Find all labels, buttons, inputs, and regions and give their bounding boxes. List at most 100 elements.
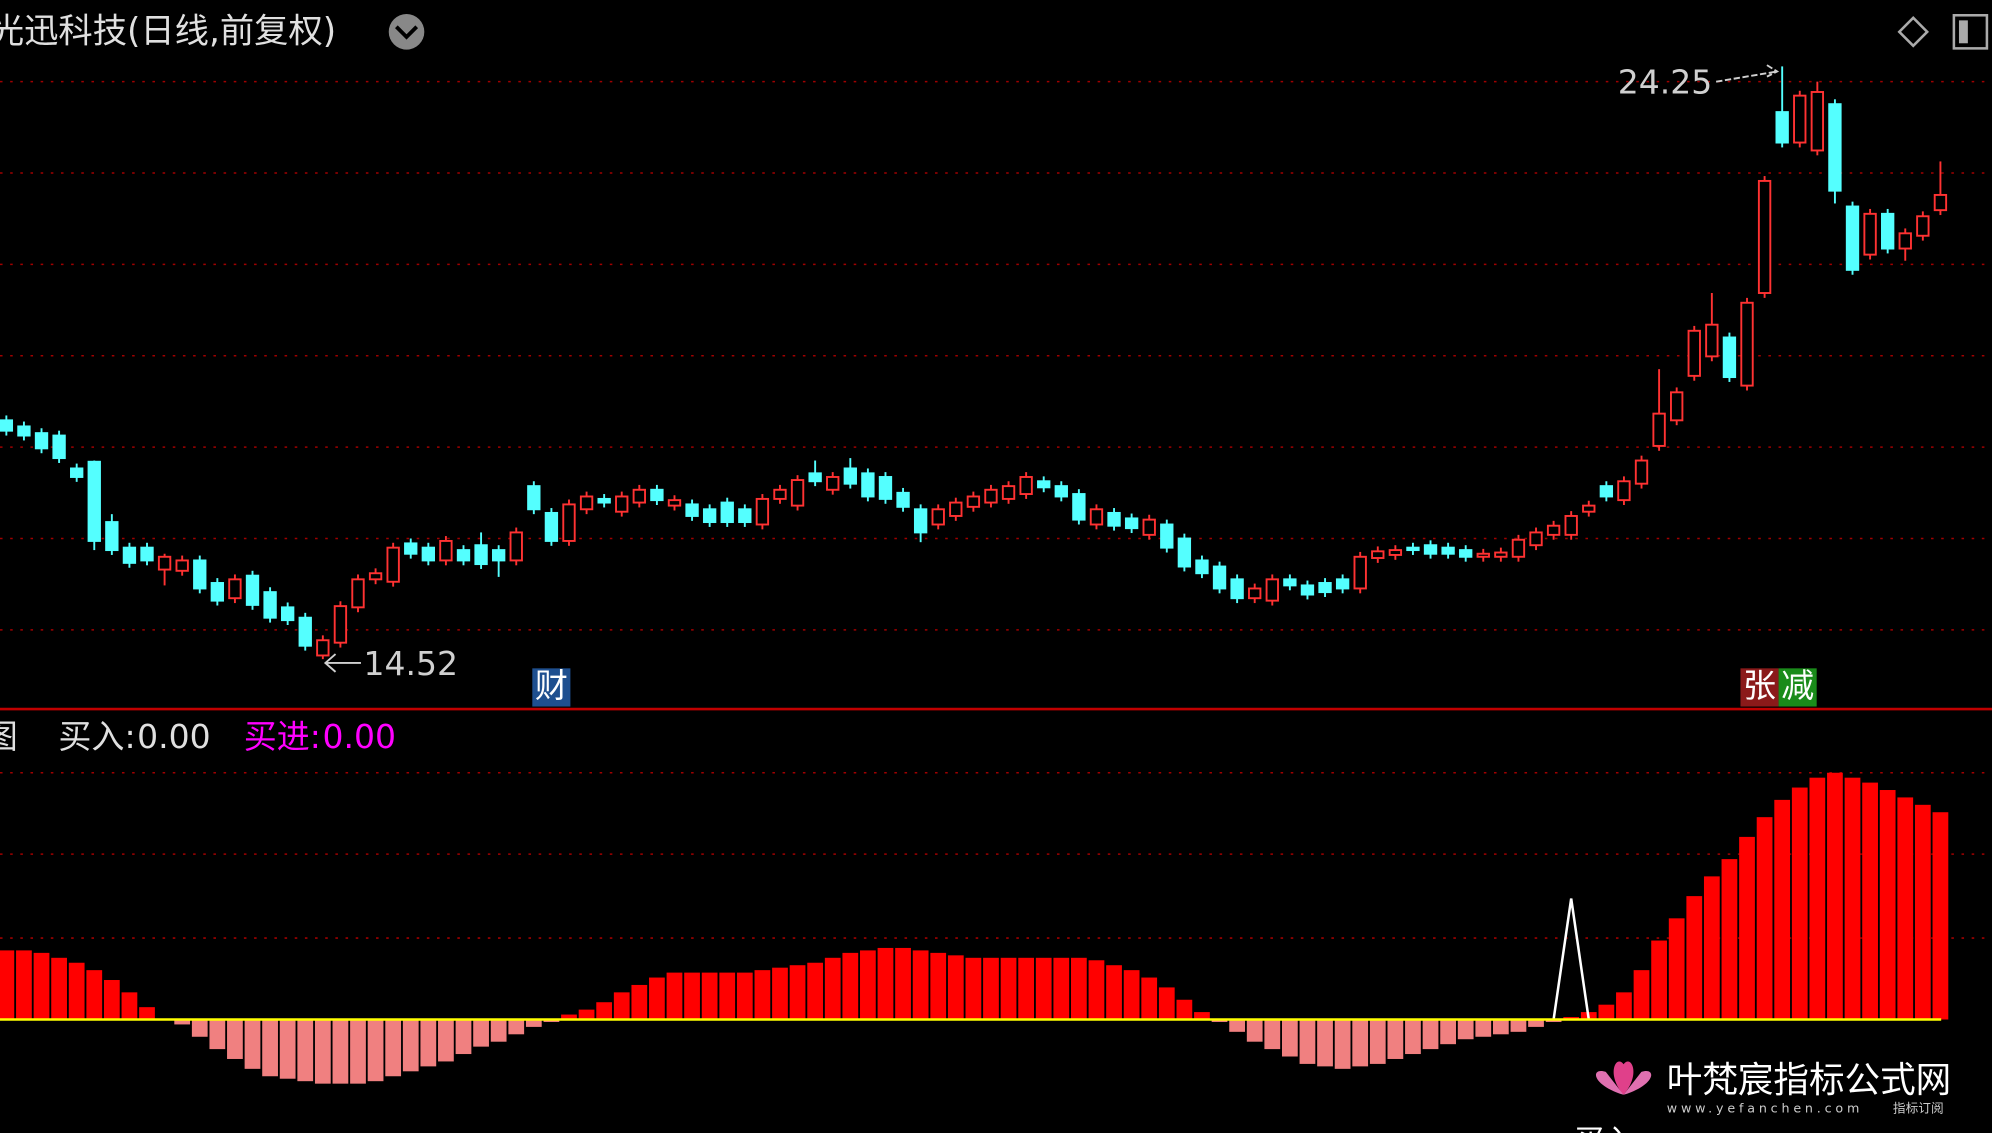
candle-body [1740, 301, 1754, 387]
histogram-bar [1651, 940, 1667, 1020]
histogram-bar [1827, 772, 1843, 1020]
histogram-bar [1791, 787, 1808, 1020]
histogram-bar [103, 980, 120, 1020]
histogram-bar [772, 967, 788, 1020]
histogram-bar [1053, 957, 1070, 1020]
candle-body [368, 572, 383, 581]
histogram-bar [191, 1019, 208, 1037]
histogram-bar [51, 957, 67, 1020]
low-annotation: 14.52 [363, 644, 458, 683]
candle-body [597, 497, 611, 504]
histogram-bar [121, 992, 138, 1020]
candle-body [1670, 391, 1684, 422]
histogram-bar [297, 1019, 314, 1082]
high-arrow [1715, 64, 1780, 83]
candle-body [1142, 518, 1156, 536]
candle-body [193, 559, 207, 590]
histogram-bar [525, 1019, 542, 1027]
candle-body [157, 555, 172, 571]
histogram-bar [367, 1019, 384, 1082]
legend-name: 买进 [244, 717, 310, 756]
candle-body [1634, 459, 1649, 485]
candle-body [1722, 336, 1737, 379]
window-icon[interactable] [1952, 14, 1989, 50]
candle-body [667, 499, 682, 507]
candle-body [650, 488, 664, 502]
candle-body [562, 503, 576, 542]
candle-body [439, 539, 453, 562]
histogram-bar [0, 950, 15, 1020]
histogram-bar [350, 1019, 366, 1084]
candle-body [808, 472, 822, 483]
histogram-bar [895, 947, 911, 1020]
candle-body [1089, 508, 1104, 526]
histogram-bar [701, 972, 718, 1020]
candle-body [790, 479, 805, 507]
candle-body [1845, 205, 1860, 271]
histogram-bar [1475, 1019, 1492, 1037]
candle-body [1371, 550, 1385, 559]
watermark-title: 叶梵宸指标公式网 [1667, 1060, 1951, 1101]
histogram-bar [279, 1019, 296, 1079]
candle-body [404, 542, 418, 555]
histogram-bar [420, 1019, 437, 1067]
histogram-bar [649, 977, 665, 1020]
histogram-bar [736, 972, 753, 1020]
candle-body [896, 491, 910, 508]
histogram-bar [1387, 1019, 1404, 1059]
candle-body [878, 476, 893, 500]
histogram-bar [1334, 1019, 1351, 1069]
histogram-bar [1668, 918, 1685, 1020]
candle-body [861, 472, 875, 498]
histogram-bar [385, 1019, 402, 1077]
histogram-bar [1088, 960, 1105, 1020]
candle-body [579, 495, 594, 511]
histogram-bar [1352, 1019, 1369, 1067]
signal-line [1552, 898, 1591, 1020]
histogram-bar [789, 965, 806, 1020]
diamond-icon[interactable] [1897, 16, 1930, 48]
candle-body [1828, 103, 1842, 192]
histogram-bar [1633, 970, 1650, 1020]
histogram-bar [666, 972, 683, 1020]
candle-body [1441, 546, 1455, 555]
watermark-logo [1595, 1061, 1652, 1095]
histogram-bar [209, 1019, 226, 1050]
dropdown-button[interactable] [388, 14, 425, 50]
histogram-bar [754, 970, 771, 1020]
histogram-bar [1774, 799, 1791, 1020]
histogram-bar [174, 1019, 191, 1025]
candle-body [0, 419, 14, 432]
candle-body [1107, 511, 1121, 527]
signal-label: 买入 [1574, 1125, 1635, 1133]
histogram-bar [1018, 957, 1035, 1020]
histogram-bar [842, 952, 859, 1020]
histogram-bar [244, 1019, 261, 1069]
watermark-url: www.yefanchen.com [1667, 1100, 1863, 1115]
histogram-bar [1422, 1019, 1439, 1050]
candle-body [1054, 485, 1068, 498]
candle-body [826, 476, 840, 491]
candle-body [298, 616, 312, 647]
candle-body [984, 488, 998, 504]
histogram-bar [1879, 790, 1896, 1020]
candle-body [1406, 546, 1420, 552]
candle-body [1617, 480, 1631, 502]
candle-body [175, 559, 189, 572]
candle-body [1160, 523, 1174, 549]
histogram-bar [1369, 1019, 1386, 1064]
histogram-bar [402, 1019, 419, 1072]
histogram-bar [455, 1019, 472, 1055]
candle-body [509, 531, 523, 562]
histogram-bar [860, 950, 876, 1020]
candle-body [527, 485, 541, 511]
histogram-bar [877, 947, 894, 1020]
histogram-bar [1739, 836, 1755, 1020]
candle-body [1124, 517, 1139, 530]
histogram-bar [596, 1002, 613, 1020]
candle-body [52, 434, 66, 460]
candle-body [1933, 193, 1948, 212]
event-tag-box [532, 668, 571, 707]
